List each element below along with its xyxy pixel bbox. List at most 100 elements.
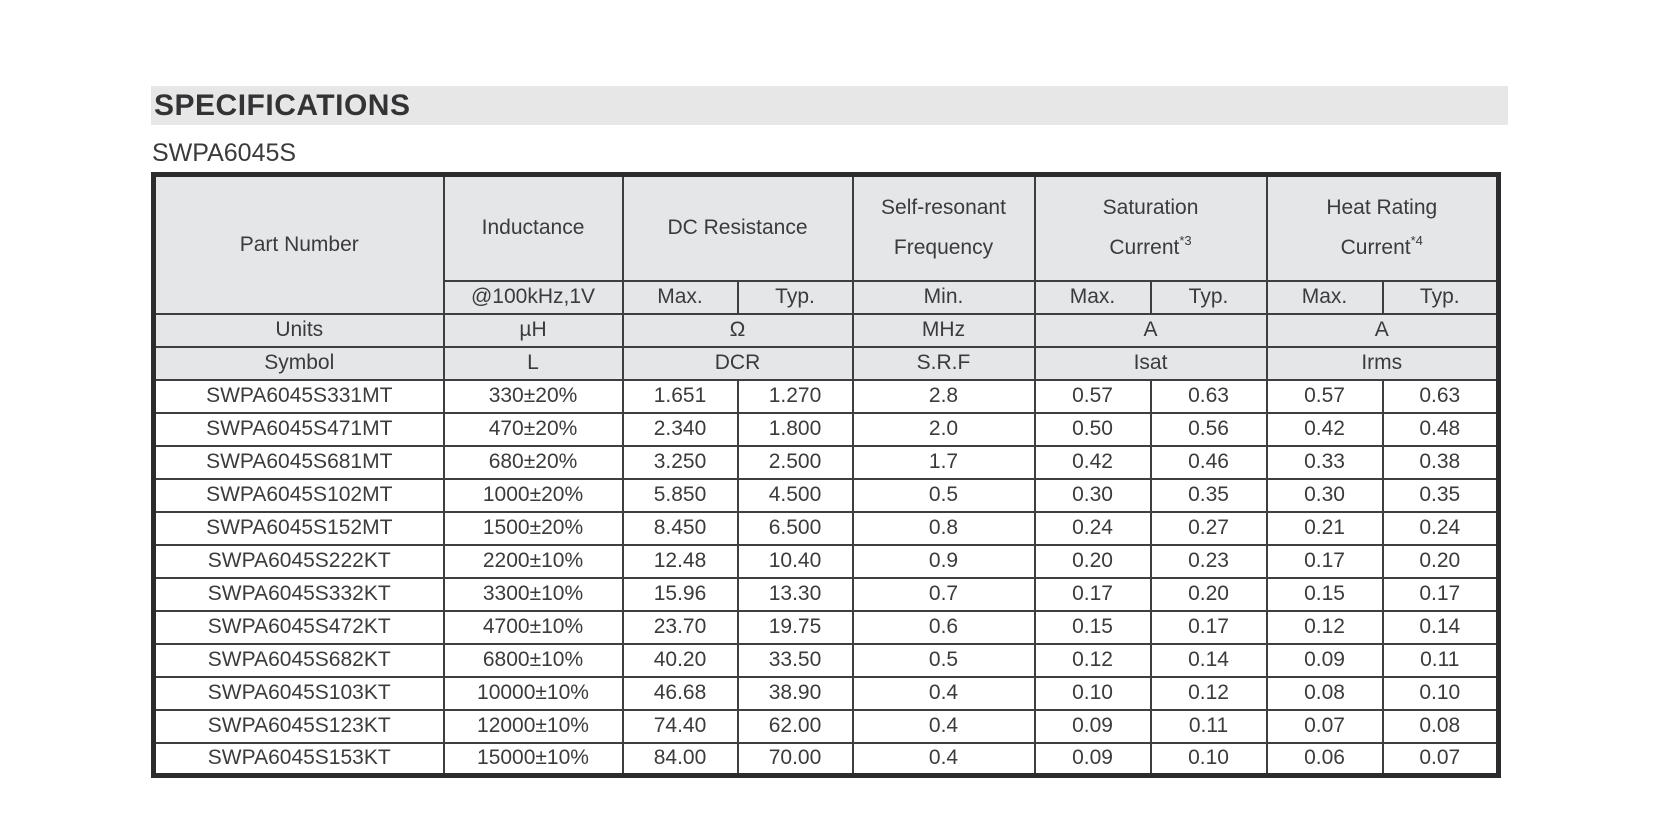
cell-dcr-max: 3.250 <box>621 444 739 480</box>
table-row: SWPA6045S332KT 3300±10% 15.96 13.30 0.7 … <box>152 576 1500 612</box>
cell-inductance: 6800±10% <box>442 642 624 678</box>
footnote-ref-4: *4 <box>1410 233 1423 249</box>
table-row: SWPA6045S471MT 470±20% 2.340 1.800 2.0 0… <box>152 411 1500 447</box>
cell-srf-min: 2.8 <box>851 378 1036 414</box>
table-row: SWPA6045S222KT 2200±10% 12.48 10.40 0.9 … <box>152 543 1500 579</box>
cell-dcr-max: 40.20 <box>621 642 739 678</box>
cell-isat-max: 0.57 <box>1033 378 1152 414</box>
cell-part-number: SWPA6045S682KT <box>152 642 445 678</box>
table-row: SWPA6045S682KT 6800±10% 40.20 33.50 0.5 … <box>152 642 1500 678</box>
symbol-inductance: L <box>442 345 624 381</box>
cell-inductance: 15000±10% <box>442 741 624 777</box>
cell-dcr-max: 23.70 <box>621 609 739 645</box>
table-row: SWPA6045S102MT 1000±20% 5.850 4.500 0.5 … <box>152 477 1500 513</box>
cell-dcr-typ: 70.00 <box>736 741 854 777</box>
cell-part-number: SWPA6045S152MT <box>152 510 445 546</box>
subheader-inductance-condition: @100kHz,1V <box>442 279 624 315</box>
cell-part-number: SWPA6045S332KT <box>152 576 445 612</box>
cell-isat-typ: 0.63 <box>1149 378 1268 414</box>
cell-isat-max: 0.24 <box>1033 510 1152 546</box>
cell-inductance: 2200±10% <box>442 543 624 579</box>
cell-irms-typ: 0.07 <box>1381 741 1500 777</box>
cell-dcr-max: 84.00 <box>621 741 739 777</box>
cell-isat-max: 0.09 <box>1033 741 1152 777</box>
cell-irms-typ: 0.08 <box>1381 708 1500 744</box>
cell-irms-max: 0.30 <box>1265 477 1384 513</box>
cell-dcr-typ: 1.270 <box>736 378 854 414</box>
cell-part-number: SWPA6045S123KT <box>152 708 445 744</box>
cell-isat-max: 0.15 <box>1033 609 1152 645</box>
cell-isat-typ: 0.10 <box>1149 741 1268 777</box>
cell-irms-max: 0.06 <box>1265 741 1384 777</box>
section-header-bar: SPECIFICATIONS <box>151 86 1508 125</box>
subheader-isat-typ: Typ. <box>1149 279 1268 315</box>
cell-srf-min: 0.9 <box>851 543 1036 579</box>
self-resonant-line1: Self-resonant <box>881 196 1006 220</box>
cell-srf-min: 0.4 <box>851 675 1036 711</box>
cell-inductance: 3300±10% <box>442 576 624 612</box>
units-srf: MHz <box>851 312 1036 348</box>
cell-inductance: 1000±20% <box>442 477 624 513</box>
cell-dcr-typ: 2.500 <box>736 444 854 480</box>
cell-isat-typ: 0.35 <box>1149 477 1268 513</box>
cell-isat-max: 0.12 <box>1033 642 1152 678</box>
cell-inductance: 12000±10% <box>442 708 624 744</box>
cell-dcr-typ: 33.50 <box>736 642 854 678</box>
footnote-ref-3: *3 <box>1179 233 1192 249</box>
cell-isat-typ: 0.56 <box>1149 411 1268 447</box>
cell-isat-typ: 0.12 <box>1149 675 1268 711</box>
cell-dcr-typ: 38.90 <box>736 675 854 711</box>
cell-isat-typ: 0.14 <box>1149 642 1268 678</box>
cell-part-number: SWPA6045S222KT <box>152 543 445 579</box>
cell-irms-max: 0.57 <box>1265 378 1384 414</box>
cell-irms-max: 0.07 <box>1265 708 1384 744</box>
table-row: SWPA6045S103KT 10000±10% 46.68 38.90 0.4… <box>152 675 1500 711</box>
col-header-saturation-current: Saturation Current*3 <box>1033 173 1268 282</box>
subheader-srf-min: Min. <box>851 279 1036 315</box>
cell-isat-typ: 0.17 <box>1149 609 1268 645</box>
cell-inductance: 1500±20% <box>442 510 624 546</box>
cell-part-number: SWPA6045S681MT <box>152 444 445 480</box>
cell-srf-min: 0.4 <box>851 741 1036 777</box>
cell-irms-max: 0.12 <box>1265 609 1384 645</box>
symbol-dcr: DCR <box>621 345 854 381</box>
cell-srf-min: 0.5 <box>851 642 1036 678</box>
cell-dcr-typ: 4.500 <box>736 477 854 513</box>
cell-dcr-max: 74.40 <box>621 708 739 744</box>
header-row-conditions: @100kHz,1V Max. Typ. Min. Max. Typ. Max.… <box>154 279 1500 315</box>
section-title: SPECIFICATIONS <box>154 88 411 122</box>
cell-part-number: SWPA6045S471MT <box>152 411 445 447</box>
col-header-heat-rating-current: Heat Rating Current*4 <box>1265 173 1500 282</box>
cell-dcr-max: 15.96 <box>621 576 739 612</box>
heat-rating-line2: Current <box>1340 236 1411 260</box>
cell-part-number: SWPA6045S103KT <box>152 675 445 711</box>
subheader-irms-max: Max. <box>1265 279 1384 315</box>
units-row: Units µH Ω MHz A A <box>152 312 1500 348</box>
cell-part-number: SWPA6045S153KT <box>152 741 445 777</box>
saturation-line1: Saturation <box>1102 196 1199 220</box>
cell-inductance: 470±20% <box>442 411 624 447</box>
cell-irms-max: 0.17 <box>1265 543 1384 579</box>
table-row: SWPA6045S331MT 330±20% 1.651 1.270 2.8 0… <box>152 378 1500 414</box>
cell-inductance: 330±20% <box>442 378 624 414</box>
cell-dcr-typ: 62.00 <box>736 708 854 744</box>
symbol-irms: Irms <box>1265 345 1500 381</box>
cell-isat-max: 0.09 <box>1033 708 1152 744</box>
cell-part-number: SWPA6045S331MT <box>152 378 445 414</box>
units-row-label: Units <box>152 312 445 348</box>
cell-irms-typ: 0.20 <box>1381 543 1500 579</box>
cell-srf-min: 0.7 <box>851 576 1036 612</box>
table-row: SWPA6045S153KT 15000±10% 84.00 70.00 0.4… <box>152 741 1500 777</box>
cell-isat-max: 0.50 <box>1033 411 1152 447</box>
subheader-irms-typ: Typ. <box>1381 279 1500 315</box>
table-row: SWPA6045S681MT 680±20% 3.250 2.500 1.7 0… <box>152 444 1500 480</box>
col-header-part-number: Part Number <box>152 173 445 315</box>
cell-srf-min: 0.4 <box>851 708 1036 744</box>
series-name: SWPA6045S <box>152 139 297 167</box>
cell-inductance: 680±20% <box>442 444 624 480</box>
cell-dcr-max: 8.450 <box>621 510 739 546</box>
cell-dcr-max: 46.68 <box>621 675 739 711</box>
cell-dcr-typ: 13.30 <box>736 576 854 612</box>
table-row: SWPA6045S123KT 12000±10% 74.40 62.00 0.4… <box>152 708 1500 744</box>
